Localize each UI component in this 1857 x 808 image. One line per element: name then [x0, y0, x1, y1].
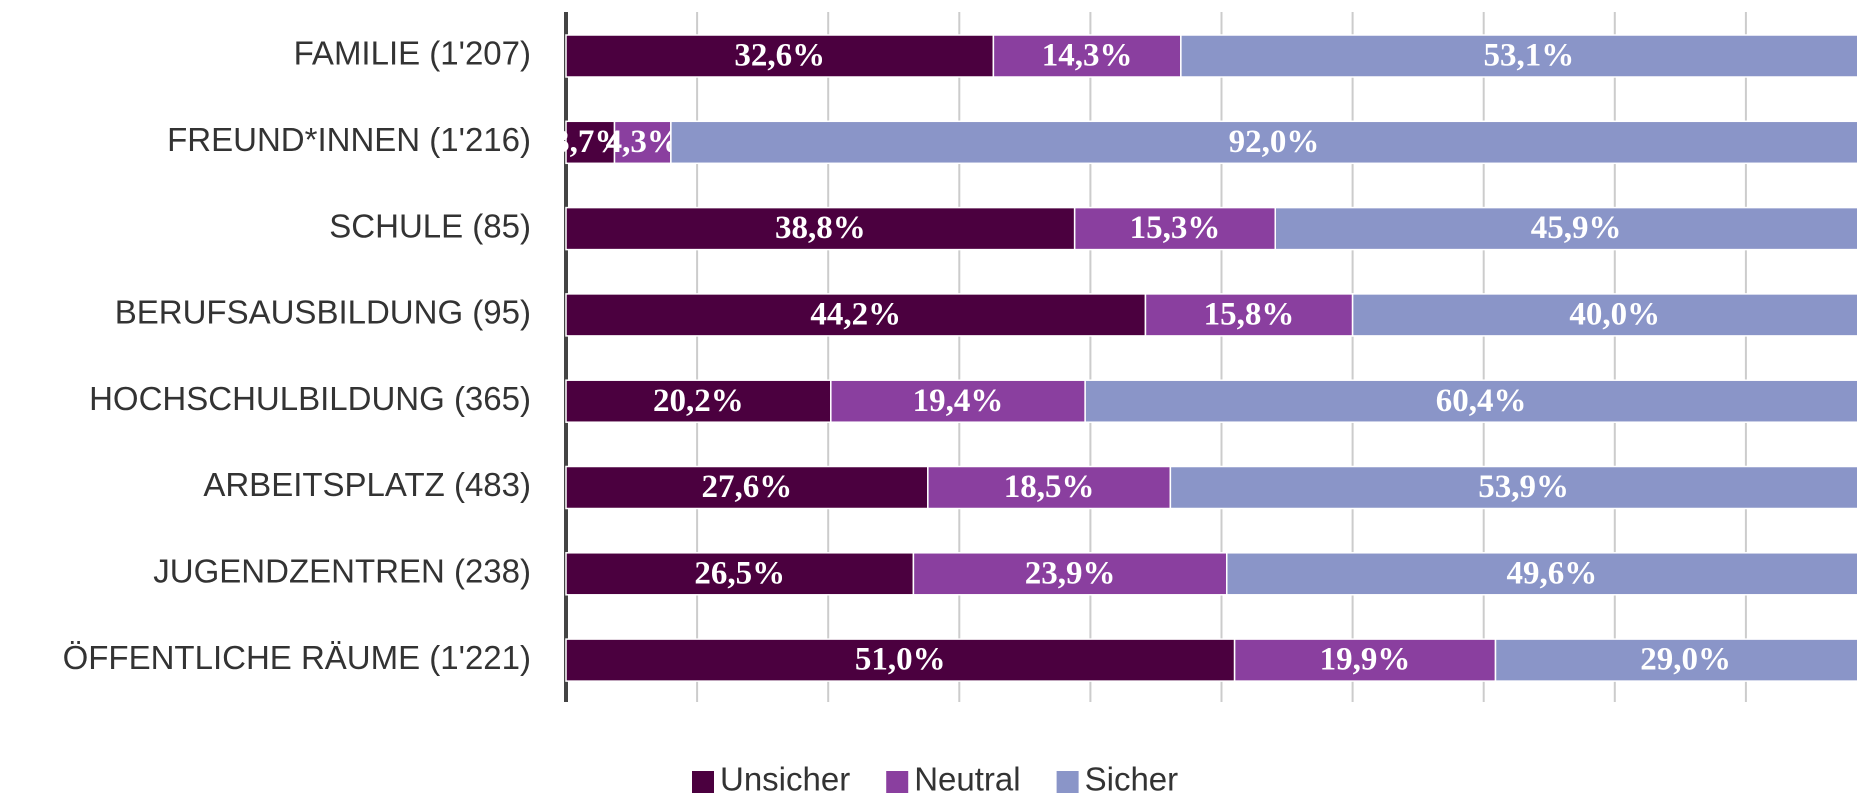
- bar-segment: [1351, 293, 1857, 337]
- value-label: 19,9%: [1320, 642, 1411, 678]
- value-label: 18,5%: [1004, 469, 1095, 505]
- legend-label: Unsicher: [720, 761, 850, 798]
- value-label: 44,2%: [810, 296, 901, 332]
- category-label: HOCHSCHULBILDUNG (365): [89, 380, 531, 417]
- value-label: 29,0%: [1640, 642, 1731, 678]
- category-label: ÖFFENTLICHE RÄUME (1'221): [63, 639, 531, 676]
- bar-segment: [565, 552, 915, 596]
- bar-segment: [1169, 465, 1857, 510]
- value-label: 26,5%: [694, 555, 785, 591]
- value-label: 14,3%: [1042, 38, 1133, 74]
- value-label: 27,6%: [702, 469, 793, 505]
- category-label: ARBEITSPLATZ (483): [203, 466, 531, 503]
- value-label: 51,0%: [855, 642, 946, 678]
- category-label: FREUND*INNEN (1'216): [167, 121, 531, 158]
- bar-segment: [1144, 293, 1354, 337]
- value-label: 45,9%: [1531, 210, 1622, 246]
- value-label: 53,1%: [1484, 38, 1575, 74]
- bar-segment: [1225, 552, 1857, 596]
- value-label: 19,4%: [913, 383, 1004, 419]
- bar-segment: [912, 552, 1228, 596]
- value-label: 15,3%: [1130, 210, 1221, 246]
- bar-segment: [670, 120, 1857, 165]
- category-label: SCHULE (85): [329, 207, 531, 244]
- value-label: 32,6%: [734, 38, 825, 74]
- bar-segment: [1180, 34, 1857, 78]
- value-label: 92,0%: [1229, 124, 1320, 160]
- bar-segment: [1084, 379, 1857, 423]
- value-label: 49,6%: [1506, 555, 1597, 591]
- bar-segment: [1274, 206, 1857, 251]
- legend-label: Sicher: [1085, 761, 1179, 798]
- value-label: 15,8%: [1204, 296, 1295, 332]
- value-label: 40,0%: [1569, 296, 1660, 332]
- bar-segment: [565, 206, 1076, 251]
- legend-swatch: [886, 771, 909, 793]
- value-label: 20,2%: [653, 383, 744, 419]
- bar-segment: [992, 34, 1182, 78]
- value-label: 4,3%: [606, 124, 680, 160]
- value-label: 53,9%: [1478, 469, 1569, 505]
- bar-segment: [1494, 638, 1857, 682]
- bar-segment: [565, 638, 1236, 682]
- value-label: 38,8%: [775, 210, 866, 246]
- category-label: JUGENDZENTREN (238): [153, 553, 531, 590]
- value-label: 60,4%: [1436, 383, 1527, 419]
- bar-segment: [830, 379, 1086, 423]
- bar-segment: [565, 293, 1147, 337]
- legend-label: Neutral: [914, 761, 1020, 798]
- legend-swatch: [1056, 771, 1079, 793]
- legend-swatch: [692, 771, 714, 793]
- category-label: BERUFSAUSBILDUNG (95): [115, 294, 531, 331]
- bar-segment: [565, 379, 832, 423]
- category-label: FAMILIE (1'207): [294, 35, 531, 72]
- value-label: 23,9%: [1025, 555, 1116, 591]
- bar-segment: [565, 465, 929, 510]
- bar-segment: [1073, 206, 1277, 251]
